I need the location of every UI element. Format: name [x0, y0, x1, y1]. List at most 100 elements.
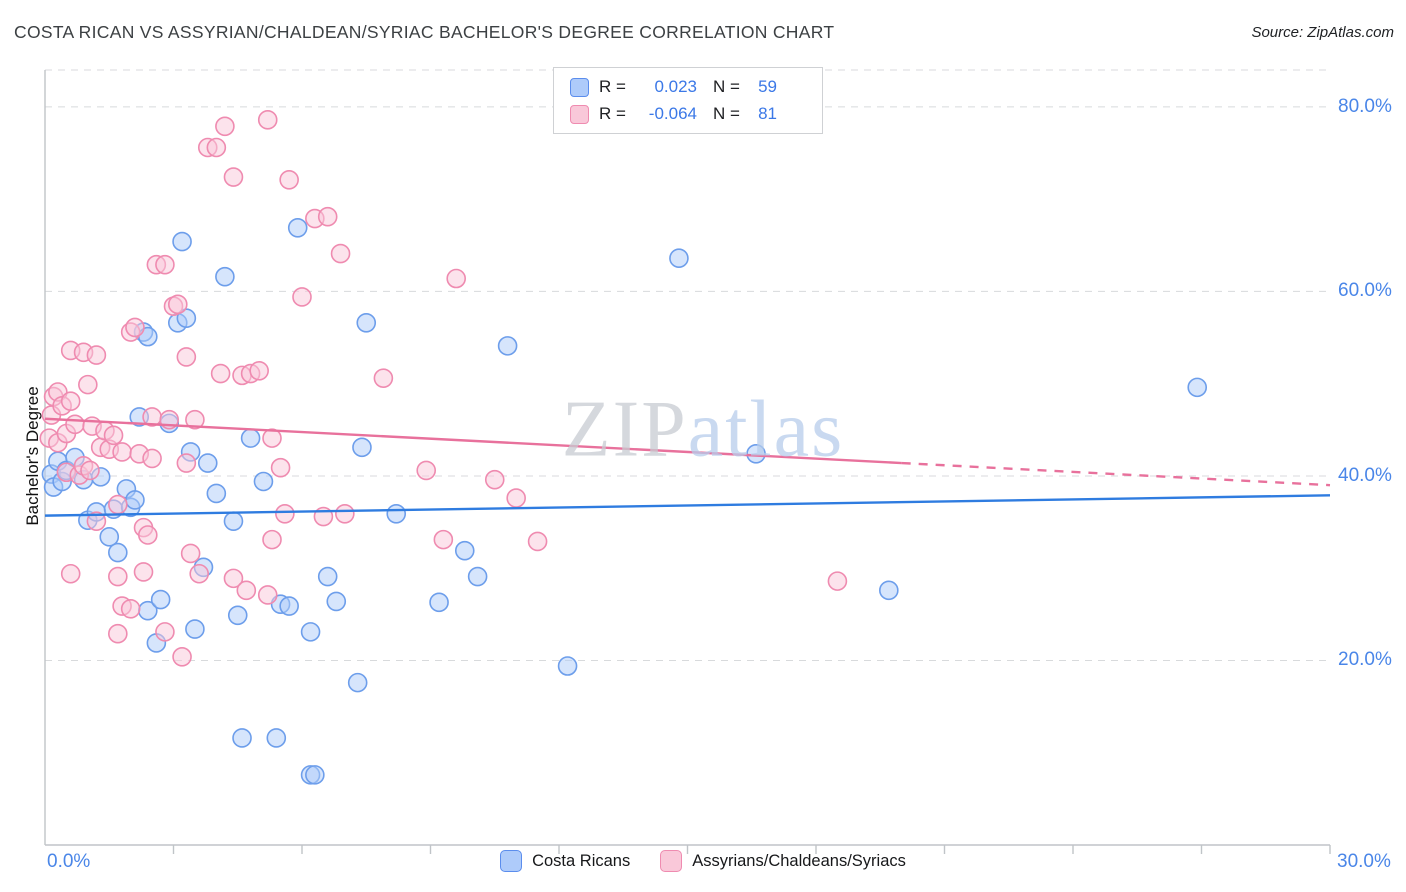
scatter-point-assyrians-chaldeans-syriacs	[176, 453, 197, 473]
scatter-point-assyrians-chaldeans-syriacs	[484, 469, 505, 490]
scatter-point-assyrians-chaldeans-syriacs	[249, 360, 269, 381]
y-tick-label-40: 40.0%	[1338, 464, 1392, 486]
scatter-point-costa-ricans	[669, 248, 689, 269]
scatter-point-assyrians-chaldeans-syriacs	[446, 268, 467, 289]
page-title: COSTA RICAN VS ASSYRIAN/CHALDEAN/SYRIAC …	[14, 22, 835, 42]
scatter-point-assyrians-chaldeans-syriacs	[206, 137, 227, 158]
scatter-point-assyrians-chaldeans-syriacs	[257, 110, 278, 130]
scatter-point-assyrians-chaldeans-syriacs	[270, 457, 291, 478]
n-value-costa-ricans: 59	[758, 77, 777, 96]
assyrians-swatch-icon	[570, 104, 589, 124]
legend-item-costa-ricans: Costa Ricans	[500, 850, 630, 872]
scatter-point-assyrians-chaldeans-syriacs	[86, 511, 107, 531]
trend-line-costa-ricans	[44, 494, 1331, 517]
scatter-point-assyrians-chaldeans-syriacs	[215, 116, 235, 137]
scatter-point-costa-ricans	[429, 592, 449, 613]
scatter-point-costa-ricans	[305, 765, 325, 785]
scatter-point-costa-ricans	[125, 490, 145, 510]
scatter-point-assyrians-chaldeans-syriacs	[416, 460, 437, 481]
scatter-point-assyrians-chaldeans-syriacs	[133, 562, 154, 582]
scatter-point-costa-ricans	[253, 471, 274, 492]
scatter-point-costa-ricans	[240, 428, 261, 448]
scatter-point-assyrians-chaldeans-syriacs	[155, 254, 175, 275]
costa-ricans-legend-swatch-icon	[500, 850, 523, 872]
scatter-point-costa-ricans	[150, 589, 171, 610]
legend-item-assyrians: Assyrians/Chaldeans/Syriacs	[660, 850, 906, 872]
scatter-point-costa-ricans	[223, 511, 244, 531]
y-axis-title: Bachelor's Degree	[23, 386, 42, 526]
scatter-point-costa-ricans	[454, 540, 475, 561]
y-tick-label-60: 60.0%	[1338, 280, 1392, 302]
scatter-point-costa-ricans	[317, 566, 338, 587]
scatter-point-assyrians-chaldeans-syriacs	[112, 442, 132, 462]
scatter-point-assyrians-chaldeans-syriacs	[60, 563, 81, 584]
scatter-point-costa-ricans	[1187, 377, 1208, 398]
scatter-point-assyrians-chaldeans-syriacs	[257, 585, 278, 605]
costa-ricans-swatch-icon	[570, 77, 589, 97]
trend-line-assyrians-chaldeans-syriacs	[44, 417, 902, 465]
scatter-point-costa-ricans	[497, 336, 518, 356]
scatter-point-costa-ricans	[879, 580, 899, 601]
r-label: R =	[599, 77, 626, 96]
scatter-point-assyrians-chaldeans-syriacs	[138, 525, 158, 545]
scatter-point-assyrians-chaldeans-syriacs	[262, 529, 282, 550]
scatter-point-costa-ricans	[287, 217, 308, 238]
scatter-point-assyrians-chaldeans-syriacs	[108, 566, 128, 587]
scatter-point-assyrians-chaldeans-syriacs	[108, 623, 128, 644]
scatter-point-costa-ricans	[279, 596, 299, 616]
r-label: R =	[599, 104, 626, 123]
scatter-point-costa-ricans	[347, 672, 368, 693]
r-value-assyrians: -0.064	[648, 104, 697, 123]
n-label: N =	[713, 104, 740, 123]
scatter-point-costa-ricans	[326, 591, 347, 612]
scatter-point-assyrians-chaldeans-syriacs	[279, 169, 299, 190]
scatter-point-assyrians-chaldeans-syriacs	[335, 503, 355, 524]
legend-row-costa-ricans: R = 0.023 N = 59	[570, 77, 808, 97]
trend-line-assyrians-chaldeans-syriacs-dashed	[901, 461, 1331, 487]
scatter-point-costa-ricans	[197, 453, 218, 473]
scatter-point-assyrians-chaldeans-syriacs	[506, 488, 526, 508]
scatter-point-costa-ricans	[300, 622, 321, 642]
n-label: N =	[713, 77, 740, 96]
scatter-point-assyrians-chaldeans-syriacs	[78, 374, 98, 395]
scatter-point-costa-ricans	[215, 266, 235, 287]
scatter-point-costa-ricans	[386, 503, 407, 524]
scatter-point-assyrians-chaldeans-syriacs	[210, 363, 231, 384]
scatter-point-assyrians-chaldeans-syriacs	[142, 448, 162, 469]
r-value-costa-ricans: 0.023	[654, 77, 697, 96]
scatter-point-costa-ricans	[227, 605, 248, 626]
scatter-point-costa-ricans	[185, 619, 205, 639]
source-attribution: Source: ZipAtlas.com	[1251, 24, 1394, 41]
scatter-point-costa-ricans	[232, 728, 252, 748]
scatter-point-assyrians-chaldeans-syriacs	[60, 391, 81, 412]
scatter-point-assyrians-chaldeans-syriacs	[223, 568, 244, 589]
scatter-point-assyrians-chaldeans-syriacs	[86, 345, 107, 365]
scatter-point-assyrians-chaldeans-syriacs	[125, 317, 145, 338]
legend-label-assyrians: Assyrians/Chaldeans/Syriacs	[692, 851, 906, 870]
scatter-point-assyrians-chaldeans-syriacs	[827, 571, 848, 591]
scatter-point-assyrians-chaldeans-syriacs	[317, 206, 338, 227]
assyrians-legend-swatch-icon	[660, 850, 683, 872]
scatter-point-costa-ricans	[467, 566, 488, 587]
y-tick-label-80: 80.0%	[1338, 95, 1392, 117]
scatter-point-assyrians-chaldeans-syriacs	[155, 622, 175, 642]
scatter-point-assyrians-chaldeans-syriacs	[262, 428, 282, 448]
scatter-point-assyrians-chaldeans-syriacs	[236, 580, 257, 601]
scatter-point-assyrians-chaldeans-syriacs	[373, 368, 394, 388]
scatter-point-assyrians-chaldeans-syriacs	[172, 646, 192, 667]
x-axis-max-label: 30.0%	[1337, 851, 1391, 872]
scatter-point-assyrians-chaldeans-syriacs	[80, 460, 100, 481]
scatter-point-costa-ricans	[557, 656, 578, 676]
scatter-point-assyrians-chaldeans-syriacs	[223, 167, 244, 187]
scatter-point-assyrians-chaldeans-syriacs	[167, 294, 188, 315]
scatter-point-costa-ricans	[356, 312, 377, 333]
scatter-point-assyrians-chaldeans-syriacs	[527, 531, 548, 552]
scatter-point-assyrians-chaldeans-syriacs	[108, 494, 128, 515]
scatter-point-costa-ricans	[99, 527, 120, 547]
scatter-point-assyrians-chaldeans-syriacs	[176, 347, 197, 367]
scatter-point-costa-ricans	[108, 542, 128, 563]
scatter-point-assyrians-chaldeans-syriacs	[180, 543, 201, 564]
correlation-legend-box: R = 0.023 N = 59 R = -0.064 N = 81	[553, 67, 823, 134]
series-legend: Costa Ricans Assyrians/Chaldeans/Syriacs	[0, 850, 1406, 872]
